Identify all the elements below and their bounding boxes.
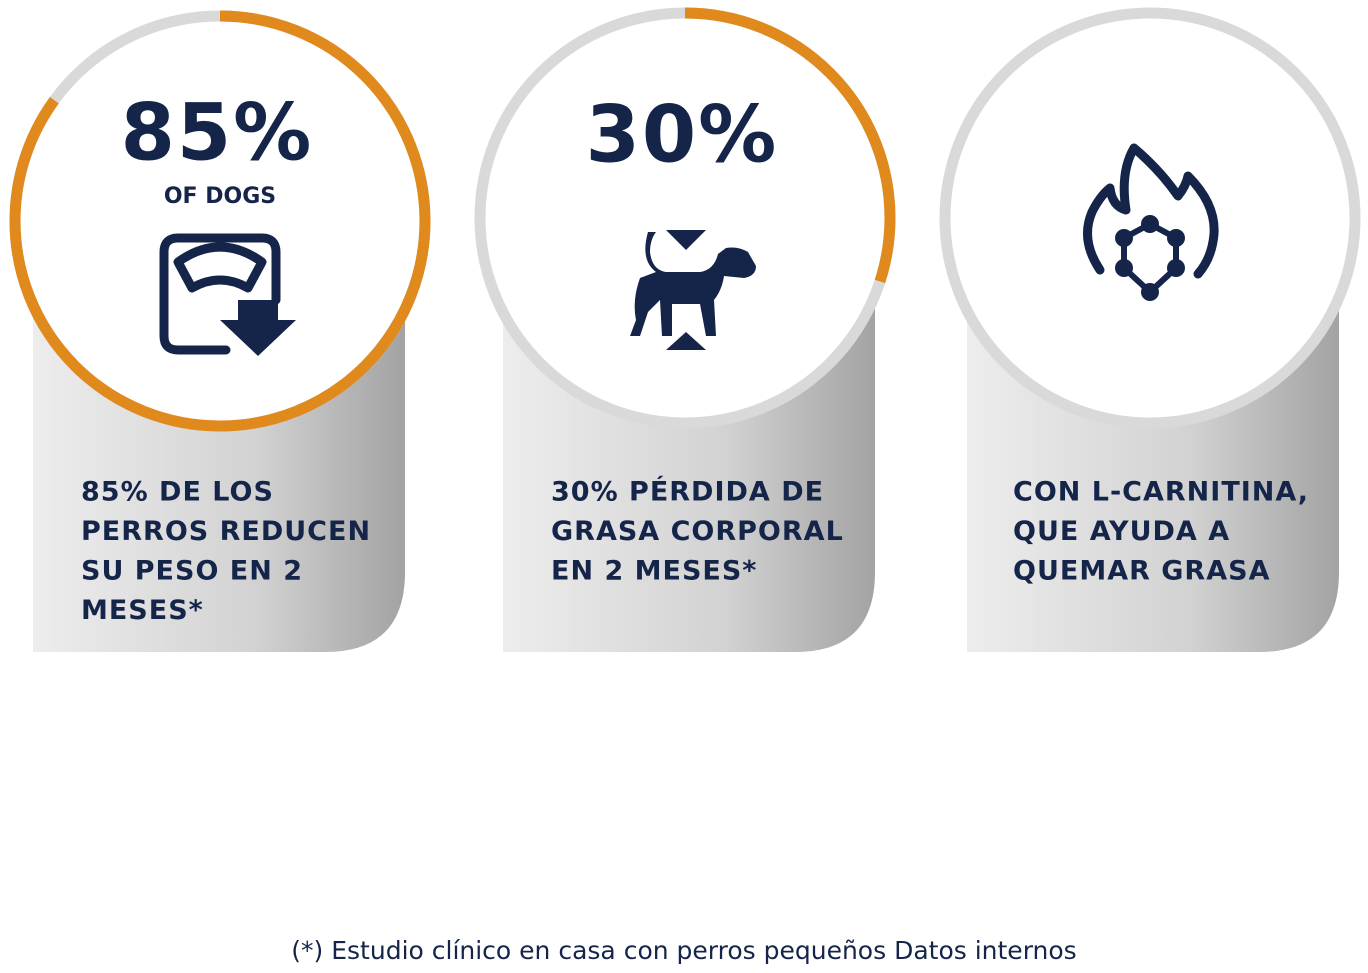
icons [159, 143, 1219, 356]
dog-icon [630, 230, 756, 350]
description-line: QUE AYUDA A [1013, 516, 1230, 547]
description-line: 30% PÉRDIDA DE [551, 476, 824, 508]
circle-bg [480, 13, 890, 423]
description-line: PERROS REDUCEN [81, 516, 371, 547]
footnote: (*) Estudio clínico en casa con perros p… [291, 936, 1076, 965]
stat-value: 30% [586, 90, 779, 180]
description-line: GRASA CORPORAL [551, 516, 844, 547]
ring-track [939, 7, 1361, 429]
description-line: 85% DE LOS [81, 477, 274, 508]
scale-icon [159, 233, 296, 356]
cards: 85% OF DOGS 85% DE LOS PERROS REDUCEN SU PES… [9, 7, 1361, 652]
circle-bg [15, 16, 425, 426]
progress-arc [474, 7, 896, 429]
description-line: QUEMAR GRASA [1013, 556, 1270, 587]
flame-icon [1083, 143, 1219, 301]
progress-arc [9, 10, 431, 432]
description-line: EN 2 MESES* [551, 556, 757, 587]
stat-caption: OF DOGS [164, 184, 276, 209]
stat-value: 85% [121, 88, 314, 178]
description-line: MESES* [81, 595, 204, 626]
description-line: SU PESO EN 2 [81, 556, 303, 587]
description-line: CON L-CARNITINA, [1013, 477, 1309, 508]
